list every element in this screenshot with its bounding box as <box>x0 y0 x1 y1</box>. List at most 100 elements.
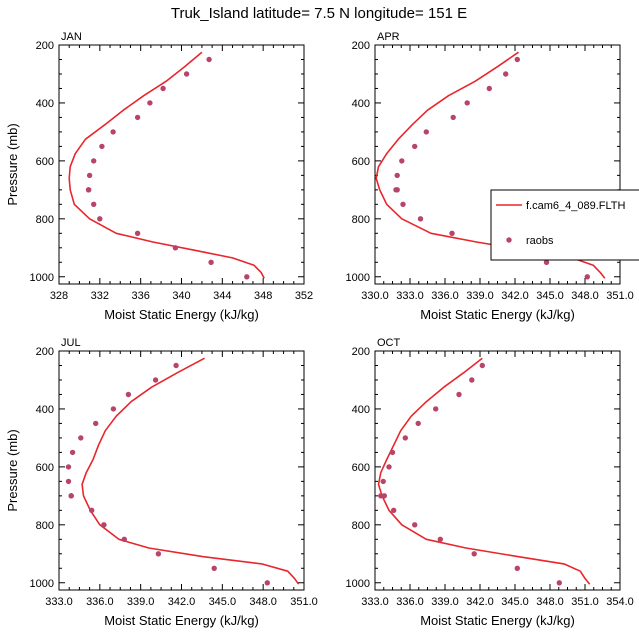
raobs-point <box>464 100 470 106</box>
y-tick-label: 200 <box>36 40 54 52</box>
x-tick-label: 333.0 <box>45 596 73 608</box>
raobs-point <box>449 230 455 236</box>
raobs-point <box>173 362 179 369</box>
x-tick-label: 352 <box>295 290 313 302</box>
x-axis-label: Moist Static Energy (kJ/kg) <box>104 613 259 628</box>
raobs-point <box>211 565 217 571</box>
y-tick-label: 1000 <box>346 578 370 590</box>
raobs-point <box>391 507 397 513</box>
raobs-point <box>91 158 97 164</box>
raobs-point <box>97 216 103 222</box>
raobs-point <box>68 493 74 499</box>
y-tick-label: 800 <box>352 214 370 226</box>
raobs-point <box>486 85 492 92</box>
raobs-point <box>172 245 179 251</box>
raobs-point <box>399 158 405 164</box>
x-tick-label: 345.0 <box>209 596 237 608</box>
x-tick-label: 336 <box>131 290 149 302</box>
legend-obs-label: raobs <box>526 235 554 247</box>
y-tick-label: 400 <box>352 404 370 416</box>
raobs-point <box>206 56 212 63</box>
x-tick-label: 345.0 <box>536 290 564 302</box>
raobs-point <box>134 230 141 236</box>
panel-title-apr: APR <box>377 31 400 43</box>
raobs-point <box>380 478 386 485</box>
model-line-series <box>377 357 591 585</box>
raobs-point <box>412 522 418 528</box>
panel-data <box>68 51 265 280</box>
y-tick-label: 600 <box>36 156 54 168</box>
raobs-point <box>471 551 477 557</box>
raobs-point <box>99 143 105 150</box>
raobs-point <box>89 507 95 513</box>
x-tick-label: 336.0 <box>431 290 459 302</box>
raobs-point <box>394 172 400 179</box>
raobs-point <box>433 406 439 412</box>
plot-frame <box>58 350 305 591</box>
panel-jan: 328 332 336 340 344 348 352 200 400 600 800 1000 JAN… <box>5 31 313 322</box>
raobs-point <box>584 274 590 280</box>
raobs-point <box>183 71 190 77</box>
x-tick-label: 330.0 <box>361 290 389 302</box>
legend: f.cam6_4_089.FLTH raobs <box>490 189 639 261</box>
raobs-point <box>381 493 387 499</box>
raobs-point <box>450 114 456 121</box>
panel-jul: 333.0 336.0 339.0 342.0 345.0 348.0 351.0 200 40… <box>5 337 318 628</box>
y-axis-label: Pressure (mb) <box>5 429 20 511</box>
figure-title: Truk_Island latitude= 7.5 N longitude= 1… <box>171 5 467 22</box>
x-axis-label: Moist Static Energy (kJ/kg) <box>420 307 575 322</box>
raobs-point <box>412 143 418 150</box>
y-tick-label: 600 <box>352 156 370 168</box>
raobs-point <box>93 420 99 427</box>
raobs-point <box>389 449 396 456</box>
raobs-point <box>134 114 141 121</box>
x-tick-label: 354.0 <box>606 596 634 608</box>
x-tick-label: 345.0 <box>501 596 529 608</box>
y-tick-label: 400 <box>352 98 370 110</box>
raobs-point <box>244 274 250 280</box>
x-tick-label: 348 <box>254 290 272 302</box>
raobs-point <box>423 129 429 135</box>
panel-title-jul: JUL <box>61 337 81 349</box>
panel-data <box>65 357 300 586</box>
raobs-point <box>101 522 107 528</box>
raobs-point <box>417 216 424 222</box>
raobs-point <box>394 187 400 193</box>
plot-frame <box>374 350 621 591</box>
x-tick-label: 339.0 <box>431 596 459 608</box>
x-tick-label: 333.0 <box>361 596 389 608</box>
x-tick-label: 339.0 <box>466 290 494 302</box>
raobs-point <box>160 85 166 92</box>
y-tick-label: 400 <box>36 404 54 416</box>
y-tick-label: 1000 <box>346 272 370 284</box>
raobs-point <box>264 580 270 586</box>
legend-box <box>490 189 639 261</box>
panel-apr: 330.0 333.0 336.0 339.0 342.0 345.0 348.0 351.0… <box>346 31 634 322</box>
y-tick-label: 800 <box>36 520 54 532</box>
raobs-point <box>125 391 132 398</box>
x-tick-label: 328 <box>50 290 68 302</box>
raobs-point <box>400 201 406 207</box>
raobs-point <box>86 172 93 179</box>
x-tick-label: 348.0 <box>249 596 277 608</box>
raobs-point <box>69 449 76 456</box>
raobs-point <box>65 478 72 485</box>
raobs-point <box>91 201 97 207</box>
raobs-point <box>556 580 562 586</box>
raobs-point <box>469 377 475 383</box>
x-tick-label: 342.0 <box>466 596 494 608</box>
legend-model-label: f.cam6_4_089.FLTH <box>526 200 626 212</box>
raobs-point <box>155 551 162 557</box>
y-tick-label: 1000 <box>30 578 54 590</box>
x-tick-label: 348.0 <box>536 596 564 608</box>
raobs-point <box>415 420 421 427</box>
raobs-point <box>152 377 159 383</box>
x-tick-label: 351.0 <box>290 596 318 608</box>
panel-title-jan: JAN <box>61 31 82 43</box>
raobs-point <box>65 464 72 470</box>
y-tick-label: 200 <box>36 346 54 358</box>
raobs-point <box>110 406 117 412</box>
raobs-point <box>121 536 128 542</box>
panel-title-oct: OCT <box>377 337 401 349</box>
